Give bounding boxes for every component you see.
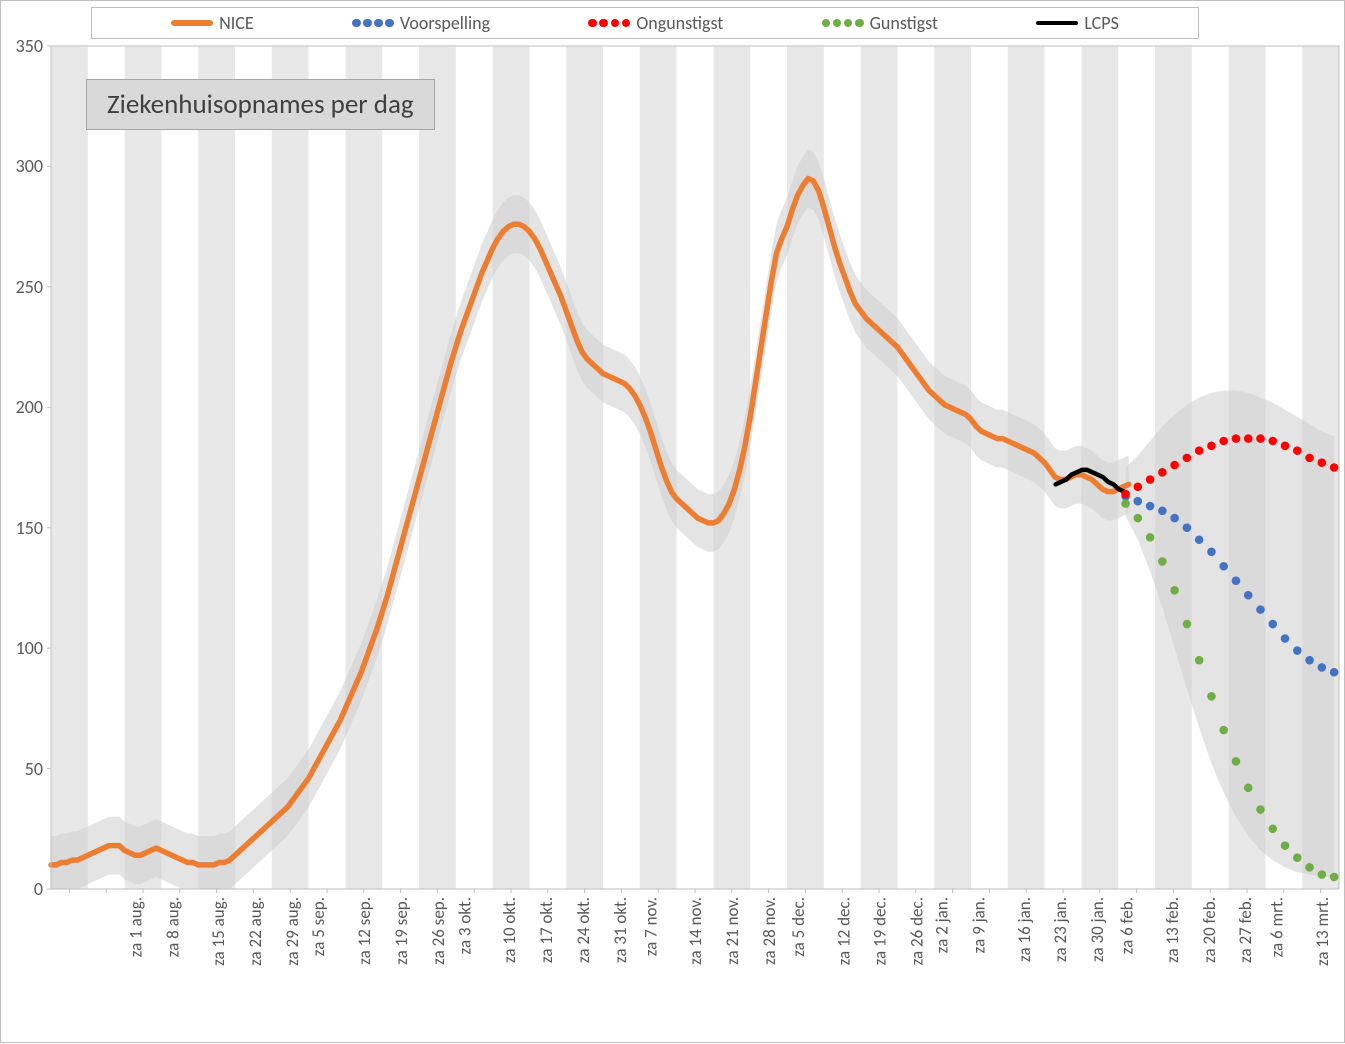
chart-container: NICE Voorspelling Ongunstigst Gunstigst LCPS…	[0, 0, 1345, 1043]
chart-svg	[1, 1, 1345, 1044]
legend-item-nice: NICE	[171, 12, 254, 34]
y-tick-label: 0	[3, 878, 43, 900]
x-tick-label: za 20 feb.	[1199, 897, 1220, 963]
x-tick-label: za 6 feb.	[1116, 897, 1137, 954]
x-tick-label: za 12 sep.	[354, 897, 375, 965]
y-tick-label: 300	[3, 155, 43, 177]
x-tick-label: za 29 aug.	[281, 897, 302, 966]
x-tick-label: za 7 nov.	[640, 897, 661, 956]
legend-label: Voorspelling	[400, 12, 490, 34]
x-tick-label: za 23 jan.	[1050, 897, 1071, 962]
legend: NICE Voorspelling Ongunstigst Gunstigst LCPS	[91, 7, 1199, 39]
x-tick-label: za 16 jan.	[1014, 897, 1035, 962]
x-tick-label: za 24 okt.	[573, 897, 594, 963]
x-tick-label: za 26 dec.	[907, 897, 928, 965]
x-tick-label: za 6 mrt.	[1267, 897, 1288, 957]
x-tick-label: za 10 okt.	[499, 897, 520, 963]
x-tick-label: za 27 feb.	[1235, 897, 1256, 963]
x-tick-label: za 13 feb.	[1162, 897, 1183, 963]
x-tick-label: za 12 dec.	[833, 897, 854, 965]
y-tick-label: 100	[3, 637, 43, 659]
x-tick-label: za 19 dec.	[870, 897, 891, 965]
x-tick-label: za 22 aug.	[245, 897, 266, 966]
x-tick-label: za 19 sep.	[391, 897, 412, 965]
x-tick-label: za 1 aug.	[126, 897, 147, 957]
x-tick-label: za 31 okt.	[610, 897, 631, 963]
legend-item-voorspelling: Voorspelling	[352, 12, 490, 34]
legend-item-lcps: LCPS	[1036, 12, 1119, 34]
x-tick-label: za 26 sep.	[428, 897, 449, 965]
legend-item-gunstigst: Gunstigst	[822, 12, 938, 34]
x-tick-label: za 5 sep.	[309, 897, 330, 956]
x-tick-label: za 28 nov.	[759, 897, 780, 965]
x-tick-label: za 14 nov.	[685, 897, 706, 965]
legend-label: Gunstigst	[870, 12, 938, 34]
y-tick-label: 350	[3, 35, 43, 57]
legend-label: NICE	[219, 12, 254, 34]
x-tick-label: za 21 nov.	[722, 897, 743, 965]
x-tick-label: za 15 aug.	[208, 897, 229, 966]
legend-label: LCPS	[1084, 12, 1119, 34]
x-tick-label: za 17 okt.	[536, 897, 557, 963]
x-tick-label: za 8 aug.	[162, 897, 183, 957]
legend-label: Ongunstigst	[636, 12, 723, 34]
x-tick-label: za 2 jan.	[931, 897, 952, 953]
legend-item-ongunstigst: Ongunstigst	[588, 12, 723, 34]
x-tick-label: za 30 jan.	[1087, 897, 1108, 962]
x-tick-label: za 3 okt.	[454, 897, 475, 954]
y-tick-label: 200	[3, 396, 43, 418]
x-tick-label: za 9 jan.	[968, 897, 989, 953]
y-tick-label: 250	[3, 276, 43, 298]
x-tick-label: za 5 dec.	[788, 897, 809, 957]
y-tick-label: 50	[3, 758, 43, 780]
x-tick-label: za 13 mrt.	[1312, 897, 1333, 966]
y-tick-label: 150	[3, 517, 43, 539]
chart-subtitle: Ziekenhuisopnames per dag	[86, 79, 435, 130]
